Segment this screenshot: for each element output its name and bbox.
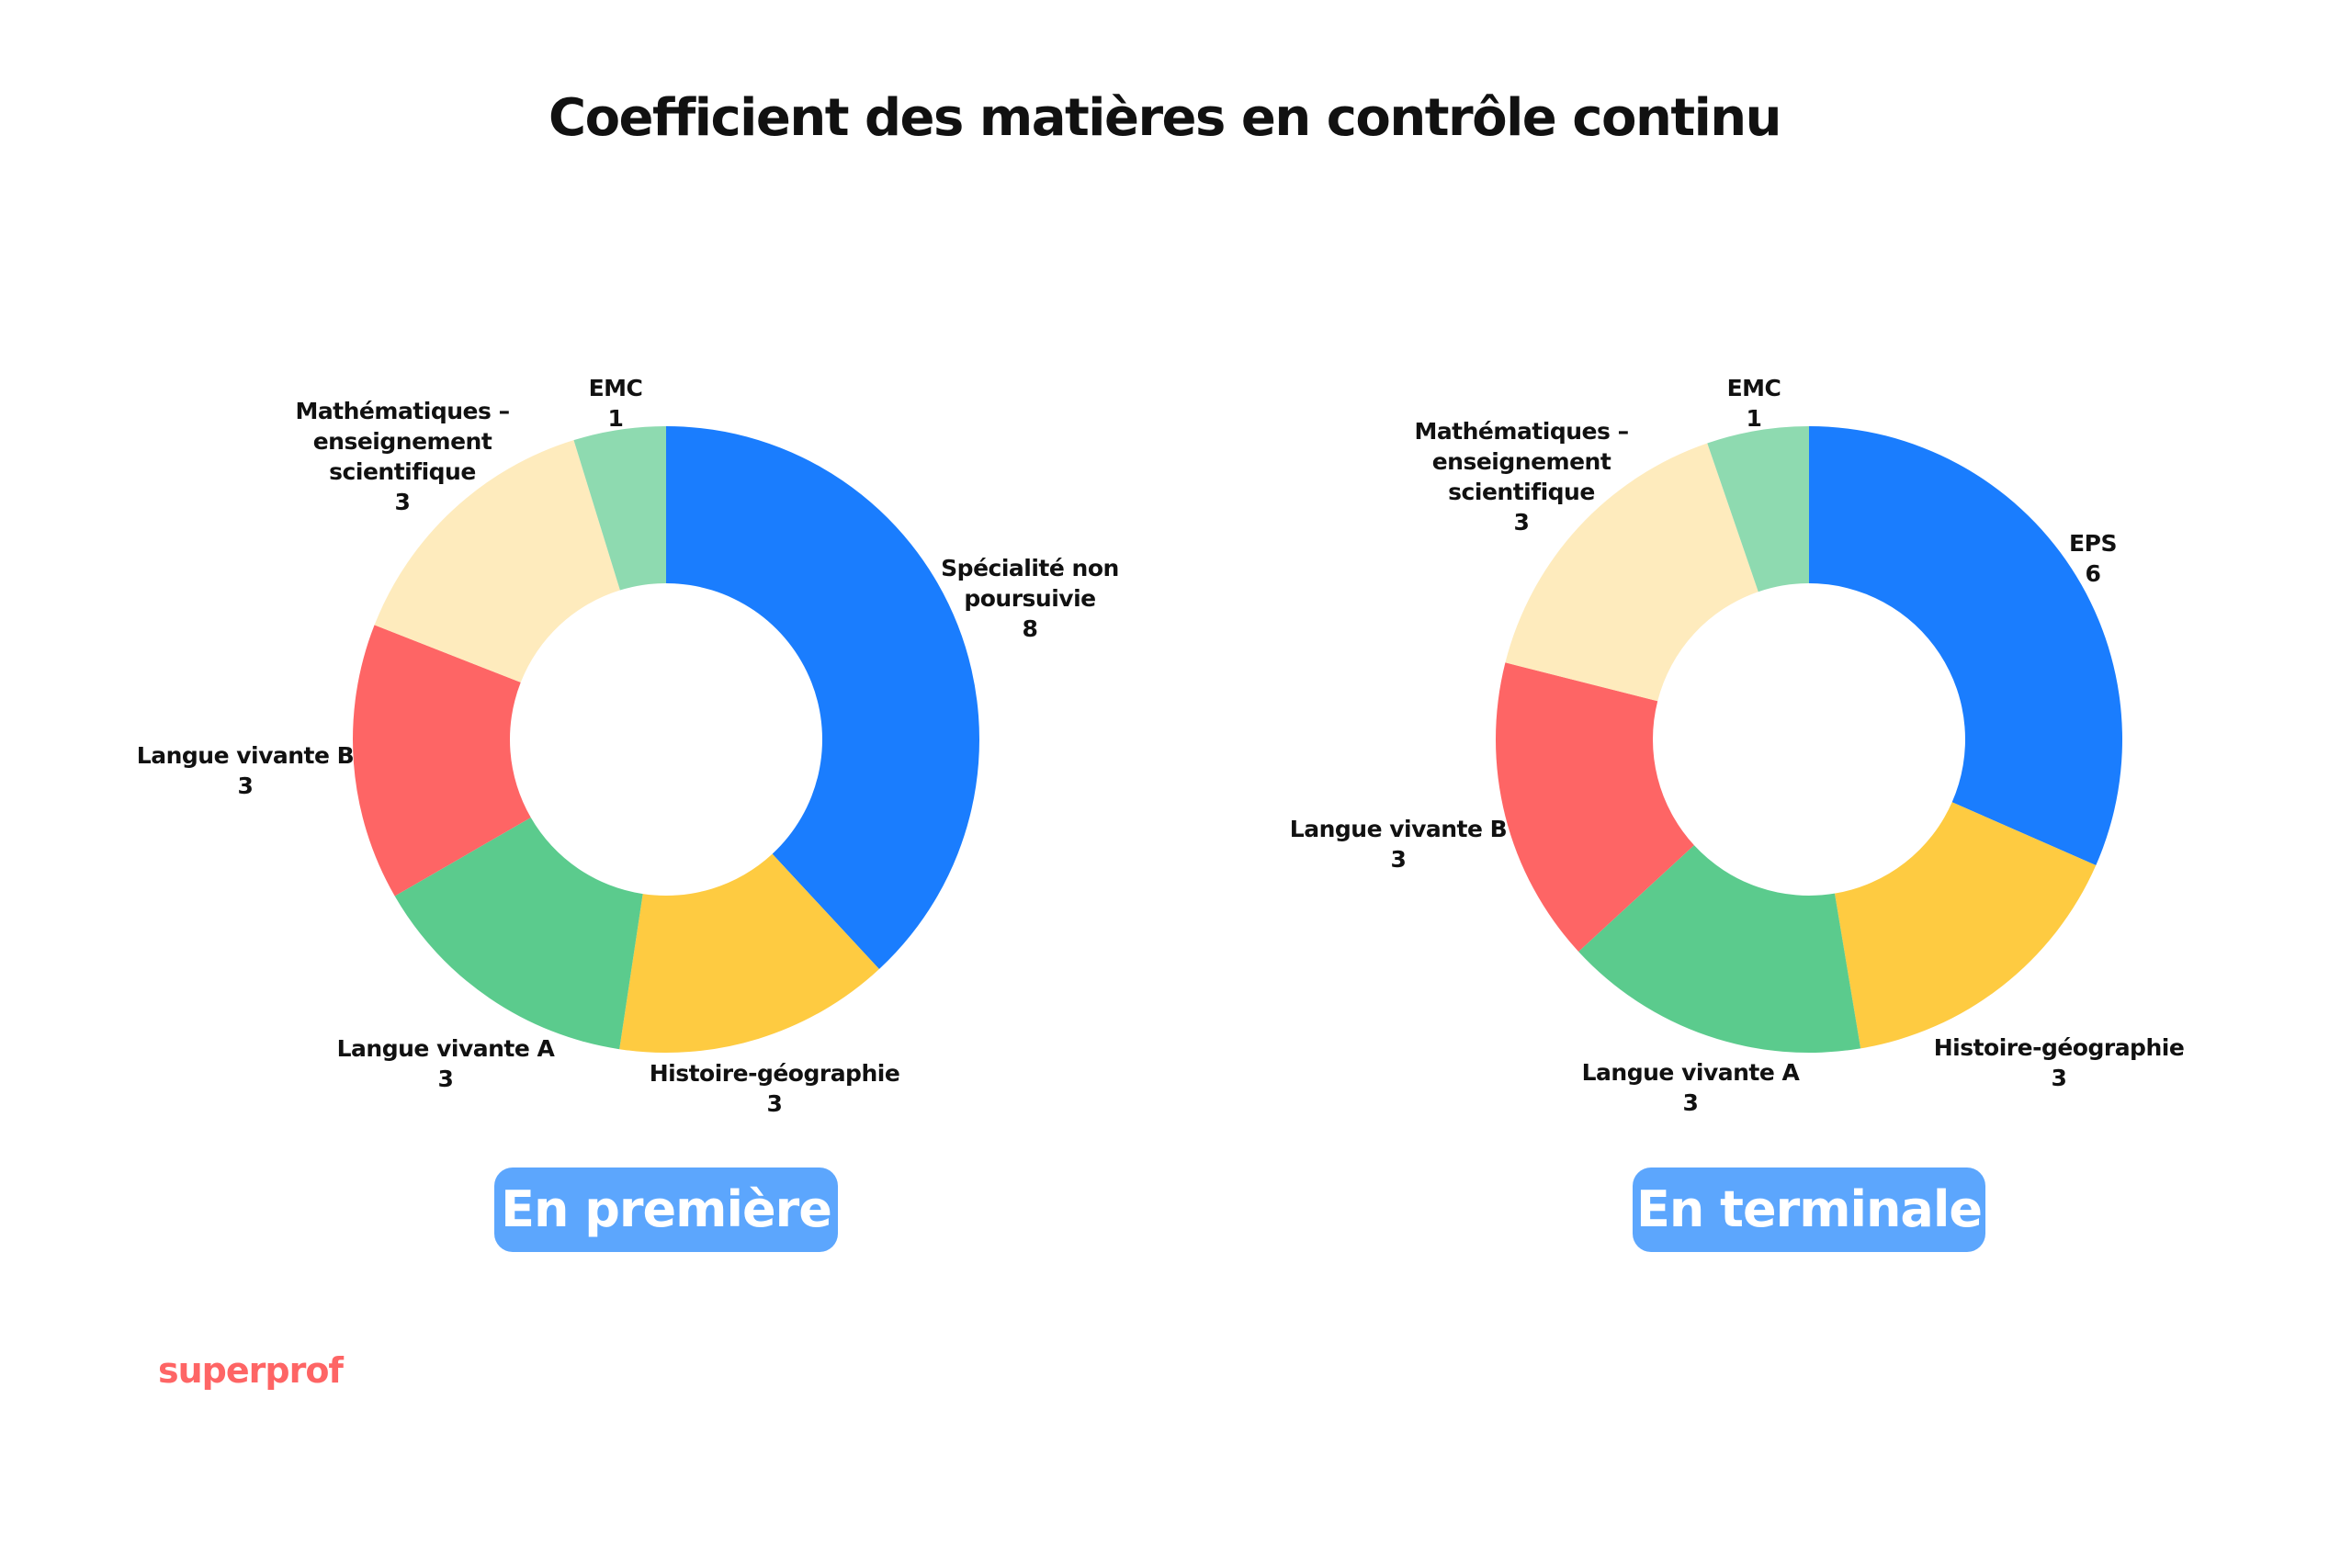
label-terminale-emc: EMC 1	[1727, 373, 1781, 434]
label-value: 3	[1682, 1089, 1699, 1116]
label-value: 3	[437, 1066, 454, 1092]
label-premiere-emc: EMC 1	[589, 373, 643, 434]
donut-chart-terminale	[1496, 426, 2123, 1053]
label-value: 3	[2051, 1065, 2067, 1091]
donut-slice	[1578, 845, 1861, 1053]
donut-slice	[374, 440, 620, 682]
donut-slice	[394, 818, 643, 1050]
label-name: Langue vivante B	[1289, 816, 1508, 842]
label-name: Langue vivante B	[136, 742, 355, 769]
label-terminale-histoire: Histoire-géographie 3	[1934, 1032, 2185, 1093]
label-value: 6	[2085, 560, 2101, 587]
superprof-logo: superprof	[158, 1350, 344, 1391]
label-name: enseignement	[312, 428, 492, 455]
donut-slice	[1707, 426, 1809, 592]
label-value: 3	[766, 1090, 783, 1117]
label-value: 3	[1390, 846, 1407, 873]
label-value: 8	[1022, 615, 1038, 642]
label-premiere-histoire: Histoire-géographie 3	[650, 1058, 900, 1119]
label-name: Langue vivante A	[336, 1035, 555, 1062]
label-premiere-lvb: Langue vivante B 3	[136, 740, 355, 801]
label-name: Histoire-géographie	[1933, 1034, 2185, 1061]
label-name: poursuivie	[964, 585, 1096, 612]
label-name: EPS	[2069, 530, 2117, 557]
donut-slice	[666, 426, 980, 969]
label-premiere-maths: Mathématiques – enseignement scientifiqu…	[295, 396, 510, 517]
label-name: EMC	[1726, 375, 1781, 401]
label-name: Mathématiques –	[1414, 418, 1629, 445]
donut-slice	[353, 625, 531, 897]
label-name: EMC	[588, 375, 643, 401]
label-terminale-maths: Mathématiques – enseignement scientifiqu…	[1414, 416, 1629, 537]
donut-slice	[1496, 662, 1694, 952]
label-name: scientifique	[329, 458, 476, 485]
badge-terminale: En terminale	[1633, 1168, 1985, 1252]
donut-chart-premiere	[353, 426, 980, 1053]
label-premiere-specialite: Spécialité non poursuivie 8	[941, 553, 1119, 644]
donut-slice	[1809, 426, 2123, 865]
label-name: enseignement	[1431, 448, 1611, 475]
label-value: 1	[1746, 405, 1762, 432]
donut-slice	[1505, 443, 1758, 702]
page-title: Coefficient des matières en contrôle con…	[548, 88, 1782, 148]
label-value: 3	[1513, 509, 1530, 536]
donut-slice	[619, 853, 879, 1053]
label-value: 1	[607, 405, 624, 432]
label-premiere-lva: Langue vivante A 3	[337, 1033, 555, 1094]
label-value: 3	[394, 489, 411, 515]
label-name: Spécialité non	[941, 555, 1119, 581]
donut-slice	[1834, 802, 2097, 1049]
label-terminale-eps: EPS 6	[2069, 528, 2117, 589]
label-name: Histoire-géographie	[649, 1060, 900, 1087]
label-terminale-lva: Langue vivante A 3	[1582, 1057, 1800, 1118]
label-name: scientifique	[1448, 479, 1595, 505]
label-value: 3	[237, 773, 254, 799]
badge-premiere: En première	[494, 1168, 838, 1252]
donut-slice	[573, 426, 666, 591]
label-terminale-lvb: Langue vivante B 3	[1289, 814, 1508, 874]
label-name: Mathématiques –	[295, 398, 510, 424]
label-name: Langue vivante A	[1581, 1059, 1800, 1086]
